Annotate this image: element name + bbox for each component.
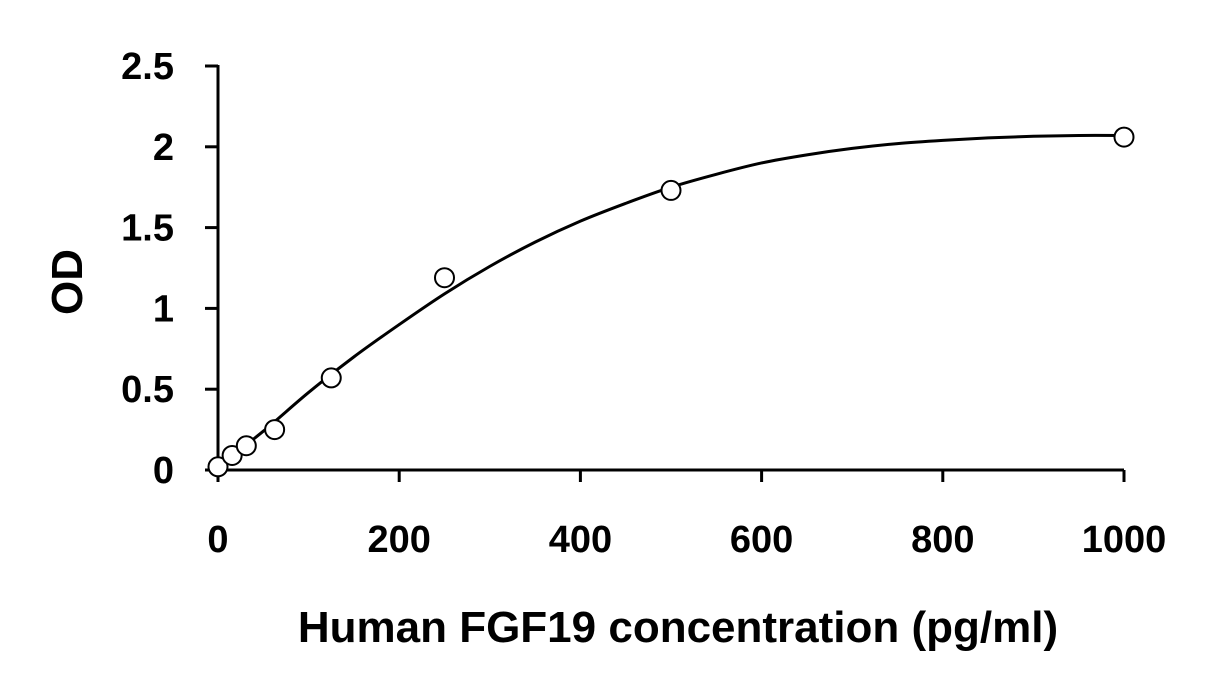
data-point [660,179,682,201]
y-tick-label: 2 [153,127,174,169]
data-point [235,435,257,457]
x-tick-label: 1000 [1082,519,1167,561]
y-tick-label: 0.5 [121,369,174,411]
data-point [264,419,286,441]
x-tick-label: 400 [549,519,612,561]
data-point [1113,126,1135,148]
axes: 0 200 400 600 800 1000 0 0.5 1 1.5 2 2.5 [121,46,1166,561]
data-point [221,444,243,466]
y-tick-label: 1.5 [121,208,174,250]
x-tick-label: 800 [911,519,974,561]
y-tick-label: 1 [153,288,174,330]
y-axis-title: OD [43,249,92,315]
y-tick-label: 0 [153,450,174,492]
x-tick-label: 200 [367,519,430,561]
y-tick-label: 2.5 [121,46,174,88]
x-axis-title: Human FGF19 concentration (pg/ml) [298,603,1058,652]
data-point [320,367,342,389]
data-point [207,456,229,478]
data-point [434,267,455,289]
data-points-layer [207,126,1135,478]
x-tick-label: 0 [207,519,228,561]
x-tick-label: 600 [730,519,793,561]
